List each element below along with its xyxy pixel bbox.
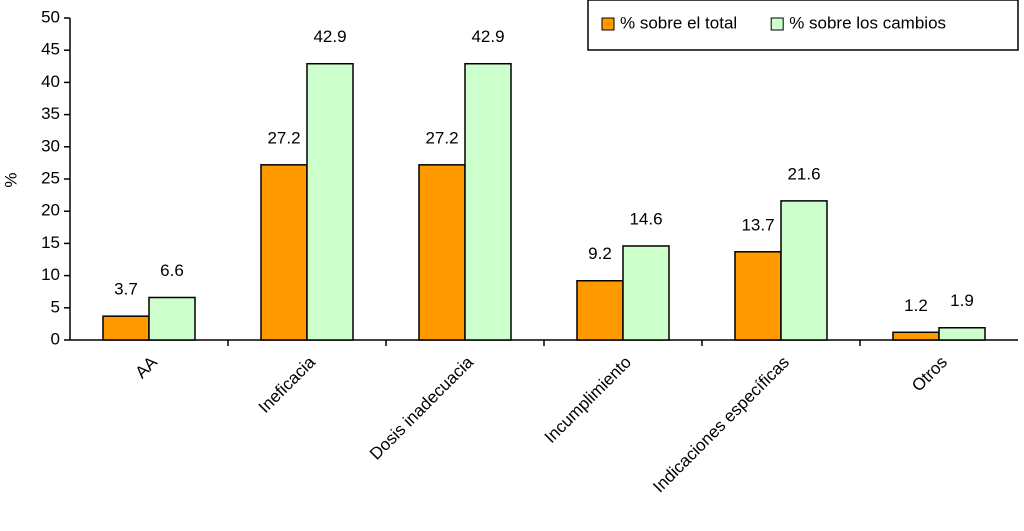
data-label: 3.7: [114, 280, 138, 299]
legend-label: % sobre el total: [620, 13, 737, 32]
data-label: 42.9: [471, 27, 504, 46]
legend-swatch: [770, 17, 784, 31]
data-label: 42.9: [313, 27, 346, 46]
data-label: 27.2: [267, 128, 300, 147]
bar: [464, 62, 512, 341]
data-label: 1.2: [904, 296, 928, 315]
legend-box: [587, 0, 1019, 51]
data-label: 27.2: [425, 128, 458, 147]
x-tick-label: Ineficacia: [255, 352, 320, 417]
y-tick-label: 45: [41, 40, 60, 59]
bar: [148, 296, 196, 341]
bar: [418, 164, 466, 341]
legend-label: % sobre los cambios: [789, 13, 946, 32]
bar: [260, 164, 308, 341]
data-label: 1.9: [950, 291, 974, 310]
bar: [938, 327, 986, 341]
bar: [102, 315, 150, 341]
x-tick-label: Incumplimiento: [541, 353, 635, 447]
bar: [780, 200, 828, 341]
x-tick-label: Indicaciones específicas: [649, 353, 793, 497]
y-tick-label: 15: [41, 233, 60, 252]
bar: [576, 280, 624, 341]
y-tick-label: 30: [41, 136, 60, 155]
legend-swatch: [601, 17, 615, 31]
y-tick-label: 25: [41, 168, 60, 187]
y-tick-label: 50: [41, 7, 60, 26]
y-tick-label: 35: [41, 104, 60, 123]
y-tick-label: 20: [41, 201, 60, 220]
x-tick-label: AA: [132, 352, 162, 382]
bar: [306, 62, 354, 341]
bar: [734, 251, 782, 341]
y-axis-label: %: [1, 172, 20, 187]
data-label: 21.6: [787, 164, 820, 183]
data-label: 9.2: [588, 244, 612, 263]
x-tick-label: Dosis inadecuacia: [366, 352, 477, 463]
y-tick-label: 10: [41, 265, 60, 284]
data-label: 14.6: [629, 209, 662, 228]
x-tick-label: Otros: [908, 353, 951, 396]
bar: [892, 331, 940, 341]
bar: [622, 245, 670, 341]
data-label: 13.7: [741, 215, 774, 234]
y-tick-label: 40: [41, 72, 60, 91]
data-label: 6.6: [160, 261, 184, 280]
y-tick-label: 5: [51, 297, 60, 316]
y-tick-label: 0: [51, 329, 60, 348]
